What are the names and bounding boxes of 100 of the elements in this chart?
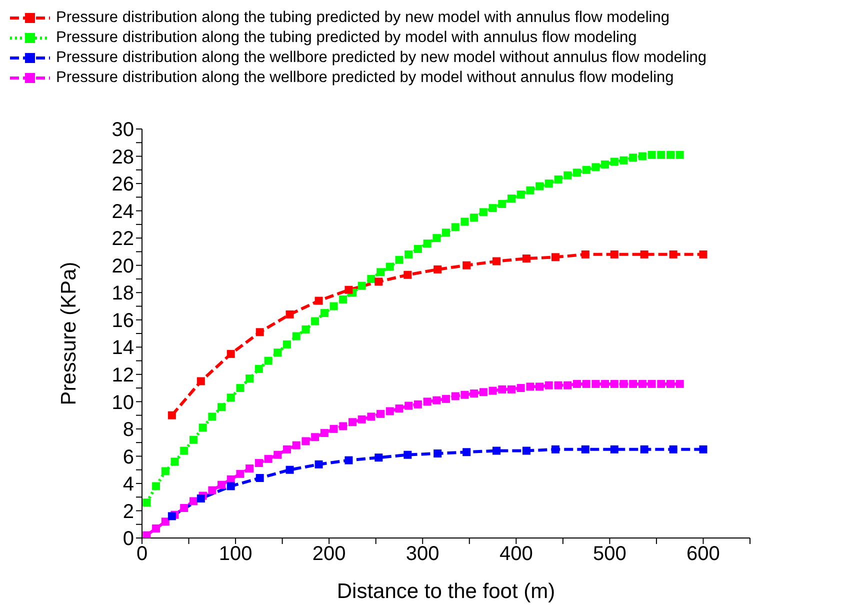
point [256,474,264,482]
point [404,402,413,410]
point [358,282,366,290]
point [344,456,353,464]
point [170,458,179,466]
point [264,454,272,463]
y-tick-label: 2 [122,500,134,523]
point [451,392,460,400]
point [226,482,235,490]
legend-label: Pressure distribution along the tubing predicted by model with annulus flow modeling [56,28,637,48]
point [395,404,404,412]
point [572,168,581,177]
point [516,384,525,392]
point [404,270,412,279]
point [311,317,320,326]
point [479,208,488,216]
point [601,160,610,168]
point [376,410,385,418]
point [414,400,422,408]
point [404,450,412,459]
point [638,380,646,388]
x-tick-label: 500 [593,543,626,566]
point [189,436,198,444]
point [676,150,684,159]
y-tick-label: 0 [122,528,134,550]
point [196,494,205,502]
point [423,240,432,248]
point [462,448,471,456]
point [395,256,404,264]
point [582,380,590,388]
point [330,302,338,310]
point [386,262,394,271]
point [254,364,263,373]
point [196,377,205,386]
point [442,228,450,237]
point [152,524,160,532]
point [314,296,323,305]
point [274,348,282,357]
point [254,459,263,468]
point [434,265,442,274]
point [522,254,530,263]
point [344,286,353,294]
point [492,257,501,266]
point [581,445,590,454]
point [302,325,310,334]
point [218,480,226,489]
point [198,424,207,432]
point [572,380,581,388]
point [292,441,300,450]
point [286,466,294,474]
x-tick-label: 300 [406,543,440,566]
point [142,531,151,538]
point [657,150,666,159]
point [699,250,708,258]
point [526,186,534,194]
point [226,394,235,402]
point [507,194,516,203]
point [246,464,254,472]
point [620,156,628,164]
y-tick-label: 18 [112,282,134,305]
point [498,385,506,394]
point [582,166,590,174]
point [348,418,356,426]
point [676,380,684,388]
point [620,380,628,388]
y-axis-title: Pressure (KPa) [57,262,80,406]
point [554,381,562,390]
point [462,261,471,270]
y-tick-label: 6 [122,446,134,468]
x-tick-label: 200 [312,543,346,566]
y-tick-label: 22 [112,228,134,250]
x-tick-label: 600 [686,543,720,566]
point [226,350,235,358]
point [488,386,497,395]
point [479,388,488,396]
point [657,380,666,388]
point [640,250,648,258]
y-tick-label: 10 [112,392,134,414]
y-tick-label: 4 [122,474,134,496]
point [374,454,383,462]
point [666,150,674,159]
point [516,190,525,198]
point [404,250,413,258]
point [648,380,656,388]
point [256,328,264,336]
point [526,382,534,391]
y-tick-label: 20 [112,255,134,278]
point [264,356,272,365]
point [638,152,646,160]
point [669,445,678,454]
point [610,380,618,388]
point [442,394,450,403]
point [592,163,600,172]
y-tick-label: 8 [122,419,134,442]
point [460,390,469,399]
point [208,412,216,421]
point [236,470,244,478]
x-tick-label: 100 [218,543,252,566]
point [470,214,478,222]
point [536,182,544,190]
